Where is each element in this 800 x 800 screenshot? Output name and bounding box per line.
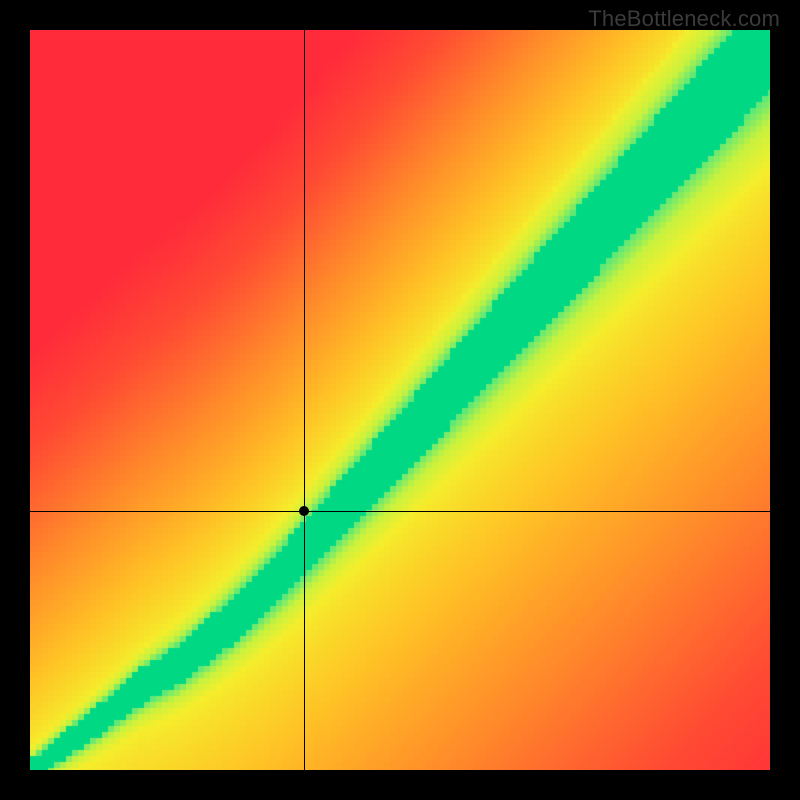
heatmap-canvas [30,30,770,770]
data-point-marker [299,506,309,516]
crosshair-vertical [304,30,305,770]
crosshair-horizontal [30,511,770,512]
watermark-text: TheBottleneck.com [588,6,780,32]
heatmap-plot [30,30,770,770]
